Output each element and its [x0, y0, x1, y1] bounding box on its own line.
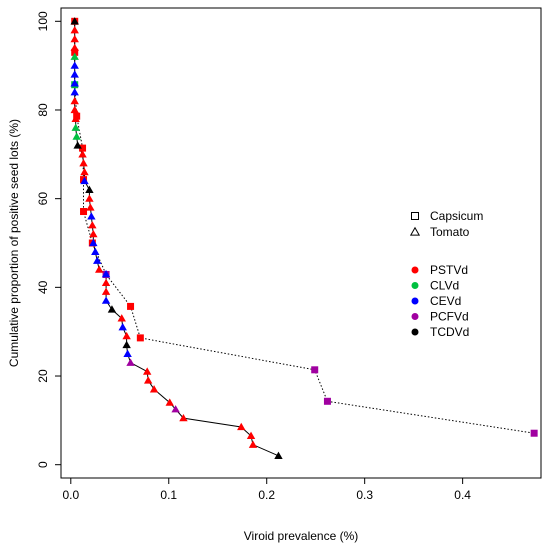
axes-layer: 0.0 0.1 0.2 0.3 0.4 0 20 40 60 80 100	[36, 11, 471, 502]
legend-color-dot	[411, 328, 419, 336]
capsicum-point	[136, 334, 144, 342]
x-tick-label: 0.0	[62, 488, 79, 502]
tomato-point	[70, 25, 79, 34]
tomato-point	[70, 43, 79, 52]
tomato-point	[73, 141, 82, 149]
tomato-point	[248, 440, 258, 448]
series-layer	[70, 17, 538, 459]
triangle-legend-icon	[409, 226, 421, 236]
x-tick-label: 0.4	[454, 488, 471, 502]
tomato-point	[93, 256, 102, 264]
tomato-point	[171, 405, 180, 413]
tomato-point	[72, 132, 81, 140]
tomato-point	[89, 238, 98, 247]
tomato-point	[85, 194, 94, 202]
capsicum-point	[323, 397, 331, 405]
tomato-point	[95, 265, 104, 273]
square-legend-icon	[411, 212, 419, 220]
tomato-point	[88, 221, 97, 229]
tomato-point	[80, 176, 89, 185]
tomato-point	[91, 247, 100, 256]
square-series-line	[74, 21, 535, 434]
tomato-point	[123, 349, 132, 357]
tomato-point	[70, 96, 79, 105]
tomato-point	[101, 287, 111, 295]
tomato-point	[70, 61, 79, 69]
legend-color-dot	[411, 282, 419, 289]
tomato-point	[85, 185, 94, 193]
plot-frame	[60, 7, 542, 479]
tomato-point	[107, 305, 117, 313]
tomato-point	[118, 323, 127, 331]
legend-label: PCFVd	[430, 310, 469, 324]
tomato-point	[101, 296, 111, 304]
y-tick-label: 80	[36, 103, 50, 117]
tomato-point	[70, 52, 79, 60]
y-tick-label: 100	[36, 11, 50, 31]
tomato-point	[237, 422, 246, 431]
capsicum-point	[71, 48, 79, 56]
tomato-point	[117, 314, 126, 322]
tomato-point	[70, 70, 79, 78]
tomato-point	[143, 367, 152, 375]
tomato-point	[101, 269, 111, 278]
tomato-point	[80, 167, 89, 176]
legend-label: PSTVd	[430, 263, 468, 277]
x-tick-label: 0.3	[356, 488, 373, 502]
tomato-point	[143, 376, 153, 384]
tomato-point	[246, 431, 256, 440]
legend-label: TCDVd	[430, 325, 469, 339]
tomato-point	[70, 34, 79, 43]
tomato-point	[70, 79, 79, 87]
tomato-point	[71, 114, 80, 122]
y-tick-label: 40	[36, 280, 50, 294]
x-axis-title: Viroid prevalence (%)	[244, 529, 359, 543]
tomato-point	[70, 88, 79, 96]
capsicum-point	[311, 366, 319, 374]
tomato-point	[70, 17, 79, 25]
tomato-point	[274, 451, 283, 459]
tomato-point	[149, 385, 159, 393]
tomato-point	[78, 150, 87, 158]
x-tick-label: 0.2	[258, 488, 275, 502]
legend-color-dot	[411, 266, 419, 274]
tomato-point	[165, 398, 174, 406]
tomato-point	[70, 105, 79, 114]
y-axis-title: Cumulative proportion of positive seed l…	[7, 119, 21, 367]
legend-label: CEVd	[430, 294, 461, 308]
tomato-point	[71, 123, 80, 131]
capsicum-point	[79, 144, 87, 152]
tomato-point	[79, 158, 88, 167]
capsicum-point	[73, 112, 81, 120]
y-tick-label: 20	[36, 369, 50, 383]
y-tick-label: 60	[36, 192, 50, 206]
tomato-point	[122, 340, 131, 349]
x-tick-label: 0.1	[160, 488, 177, 502]
y-tick-label: 0	[36, 461, 50, 468]
capsicum-point	[80, 208, 88, 216]
legend-color-dot	[411, 313, 419, 320]
legend-color-dot	[411, 297, 419, 305]
capsicum-point	[127, 302, 135, 310]
capsicum-point	[530, 429, 538, 437]
tomato-point	[126, 358, 135, 366]
tomato-point	[86, 203, 95, 211]
tomato-point	[89, 229, 98, 238]
tomato-point	[101, 278, 111, 287]
tomato-point	[87, 212, 96, 220]
legend-label: CLVd	[430, 279, 459, 293]
legend-label: Capsicum	[430, 209, 483, 223]
tomato-point	[179, 413, 188, 422]
legend-label: Tomato	[430, 225, 470, 239]
tomato-point	[122, 331, 131, 340]
